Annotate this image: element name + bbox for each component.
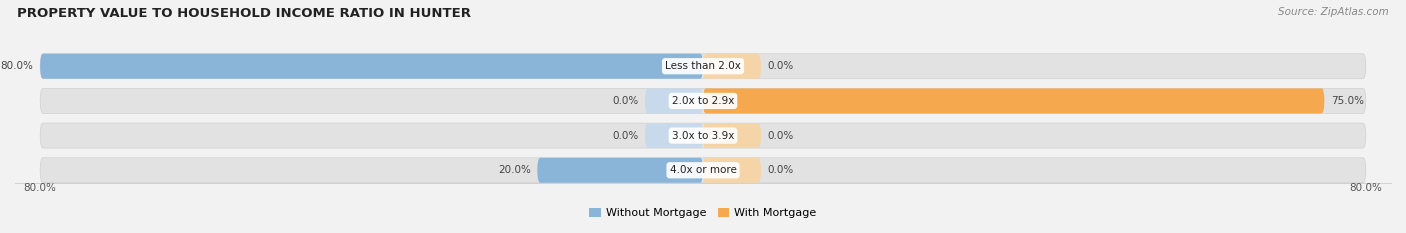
FancyBboxPatch shape xyxy=(645,88,703,113)
FancyBboxPatch shape xyxy=(41,88,1365,113)
Text: 20.0%: 20.0% xyxy=(498,165,530,175)
Text: Less than 2.0x: Less than 2.0x xyxy=(665,61,741,71)
FancyBboxPatch shape xyxy=(41,123,1365,148)
Text: 80.0%: 80.0% xyxy=(1350,183,1382,193)
Text: Source: ZipAtlas.com: Source: ZipAtlas.com xyxy=(1278,7,1389,17)
Text: 0.0%: 0.0% xyxy=(612,96,638,106)
FancyBboxPatch shape xyxy=(703,54,761,79)
Text: PROPERTY VALUE TO HOUSEHOLD INCOME RATIO IN HUNTER: PROPERTY VALUE TO HOUSEHOLD INCOME RATIO… xyxy=(17,7,471,20)
Text: 0.0%: 0.0% xyxy=(768,165,794,175)
Legend: Without Mortgage, With Mortgage: Without Mortgage, With Mortgage xyxy=(585,203,821,223)
Text: 75.0%: 75.0% xyxy=(1331,96,1364,106)
Text: 80.0%: 80.0% xyxy=(0,61,34,71)
FancyBboxPatch shape xyxy=(41,54,1365,79)
Text: 4.0x or more: 4.0x or more xyxy=(669,165,737,175)
Text: 2.0x to 2.9x: 2.0x to 2.9x xyxy=(672,96,734,106)
Text: 3.0x to 3.9x: 3.0x to 3.9x xyxy=(672,130,734,140)
FancyBboxPatch shape xyxy=(645,123,703,148)
FancyBboxPatch shape xyxy=(41,158,1365,183)
FancyBboxPatch shape xyxy=(41,54,703,79)
Text: 0.0%: 0.0% xyxy=(768,61,794,71)
Text: 0.0%: 0.0% xyxy=(768,130,794,140)
Text: 80.0%: 80.0% xyxy=(24,183,56,193)
Text: 0.0%: 0.0% xyxy=(612,130,638,140)
FancyBboxPatch shape xyxy=(703,158,761,183)
FancyBboxPatch shape xyxy=(703,123,761,148)
FancyBboxPatch shape xyxy=(537,158,703,183)
FancyBboxPatch shape xyxy=(703,88,1324,113)
